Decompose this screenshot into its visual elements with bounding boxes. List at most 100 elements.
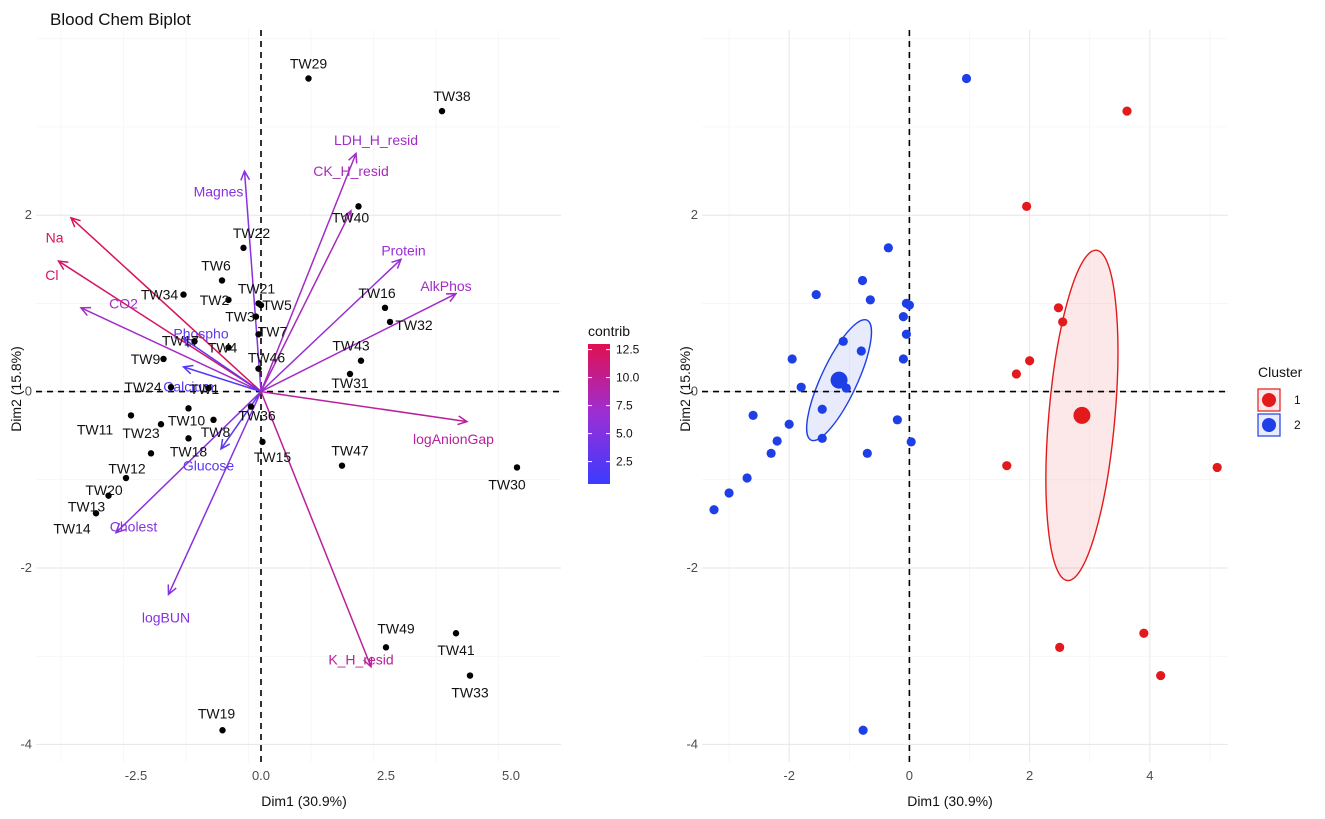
- point-label-tw5: TW5: [262, 297, 292, 313]
- point-label-tw29: TW29: [290, 56, 328, 72]
- arrowhead-magnes: [240, 169, 251, 181]
- point-tw23: [157, 421, 165, 428]
- point-tw47: [338, 462, 346, 469]
- point-label-tw43: TW43: [332, 338, 370, 354]
- cluster-2-point: [906, 437, 916, 447]
- point-label-tw21: TW21: [238, 280, 276, 296]
- point-label-tw49: TW49: [377, 620, 415, 636]
- point-label-tw12: TW12: [108, 460, 146, 476]
- point-tw30: [513, 464, 521, 471]
- point-tw3: [252, 313, 260, 320]
- cluster-2-point: [742, 473, 752, 483]
- arrowhead-na: [69, 216, 81, 228]
- legend-key-dot-2: [1262, 418, 1276, 432]
- cluster-panel: -2 0 2 4 -4 -2 0 2 Dim1 (30.9%) Dim2 (15.8%): [677, 30, 1228, 809]
- cluster-2-point: [817, 404, 827, 414]
- point-tw9: [160, 355, 167, 363]
- cluster-2-point: [811, 289, 821, 300]
- point-label-tw32: TW32: [395, 317, 433, 333]
- cluster-2-point: [772, 436, 782, 446]
- y-tick-label: -2: [686, 560, 698, 575]
- cluster-1-point: [1011, 369, 1021, 379]
- point-tw22: [240, 244, 247, 252]
- cluster-points: [709, 73, 1222, 735]
- point-tw13: [105, 492, 112, 499]
- arrow-protein: [260, 258, 402, 393]
- point-tw12: [147, 450, 155, 457]
- x-tick-label: -2: [783, 768, 795, 783]
- point-tw29: [305, 75, 312, 82]
- y-tick-label: -4: [686, 736, 698, 751]
- cluster-1-point: [1002, 461, 1012, 471]
- legend-label-1: 1: [1294, 393, 1301, 407]
- arrowhead-ck_h_resid: [342, 209, 352, 221]
- cluster-1-point: [1212, 462, 1222, 473]
- point-label-tw14: TW14: [53, 520, 91, 536]
- point-tw7: [255, 331, 262, 338]
- variable-label-ck_h_resid: CK_H_resid: [313, 163, 388, 179]
- variable-label-logbun: logBUN: [142, 609, 190, 625]
- cluster-1-point: [1139, 628, 1149, 638]
- arrowhead-calcium: [181, 364, 194, 375]
- variable-label-na: Na: [46, 229, 64, 245]
- cluster-reference-lines: [702, 30, 1228, 762]
- x-tick-label: 5.0: [502, 768, 520, 783]
- point-label-tw24: TW24: [124, 379, 162, 395]
- point-tw4: [225, 344, 232, 351]
- x-tick-label: 4: [1146, 768, 1153, 783]
- point-label-tw41: TW41: [437, 642, 475, 658]
- arrowhead-phospho: [182, 337, 194, 348]
- y-tick-label: 2: [691, 207, 698, 222]
- point-label-tw33: TW33: [451, 685, 489, 701]
- arrow-alkphos: [260, 293, 457, 393]
- point-tw15: [259, 438, 266, 446]
- y-tick-label: 2: [25, 207, 32, 222]
- legend-key-dot-1: [1262, 393, 1276, 407]
- variable-label-glucose: Glucose: [183, 458, 235, 474]
- variable-label-alkphos: AlkPhos: [420, 278, 471, 294]
- point-label-tw31: TW31: [331, 375, 369, 391]
- cluster-2-point: [796, 382, 806, 392]
- cluster-2-point: [858, 725, 868, 735]
- point-label-tw20: TW20: [85, 482, 123, 498]
- variable-label-loganiongap: logAnionGap: [413, 431, 494, 447]
- cluster-2-point: [748, 410, 758, 421]
- arrowhead-cholest: [114, 523, 126, 534]
- arrow-magnes: [243, 171, 262, 392]
- point-label-tw40: TW40: [332, 209, 370, 225]
- legend-tick-label: 5.0: [616, 427, 633, 441]
- cluster-grid: [702, 30, 1228, 762]
- point-tw32: [386, 318, 394, 326]
- point-label-tw11: TW11: [77, 421, 114, 437]
- cluster-2-point: [724, 488, 734, 498]
- point-tw18: [185, 435, 192, 442]
- cluster-2-point: [857, 275, 868, 286]
- biplot-variable-arrows: Na Cl CO2 Phospho Calcium Glucose Cholest logBU…: [45, 132, 494, 669]
- point-tw8: [210, 416, 217, 424]
- cluster-1-point: [1053, 303, 1064, 313]
- arrow-ck_h_resid: [260, 210, 352, 392]
- point-label-tw34: TW34: [141, 287, 179, 303]
- x-axis-label: Dim1 (30.9%): [907, 793, 993, 809]
- arrowhead-k_h_resid: [363, 656, 373, 669]
- cluster-1-point: [1025, 356, 1035, 366]
- variable-label-magnes: Magnes: [194, 183, 244, 199]
- point-label-tw13: TW13: [68, 499, 106, 515]
- contrib-legend: contrib 2.5 5.0 7.5 10.0 12.5: [588, 323, 640, 484]
- point-label-tw8: TW8: [201, 424, 231, 440]
- arrow-loganiongap: [260, 390, 468, 423]
- legend-items: 12: [1257, 388, 1301, 437]
- arrowhead-ldh_h_resid: [348, 151, 358, 164]
- point-label-tw17: TW17: [162, 332, 200, 348]
- cluster-2-point: [961, 73, 972, 84]
- variable-label-phospho: Phospho: [173, 325, 228, 341]
- arrowhead-co2: [79, 306, 92, 317]
- legend-tick-label: 2.5: [616, 455, 633, 469]
- point-label-tw6: TW6: [201, 257, 231, 273]
- point-tw31: [346, 370, 354, 378]
- legend-ticks: 2.5 5.0 7.5 10.0 12.5: [588, 343, 640, 469]
- cluster-2-point: [766, 448, 776, 458]
- point-label-tw47: TW47: [331, 443, 369, 459]
